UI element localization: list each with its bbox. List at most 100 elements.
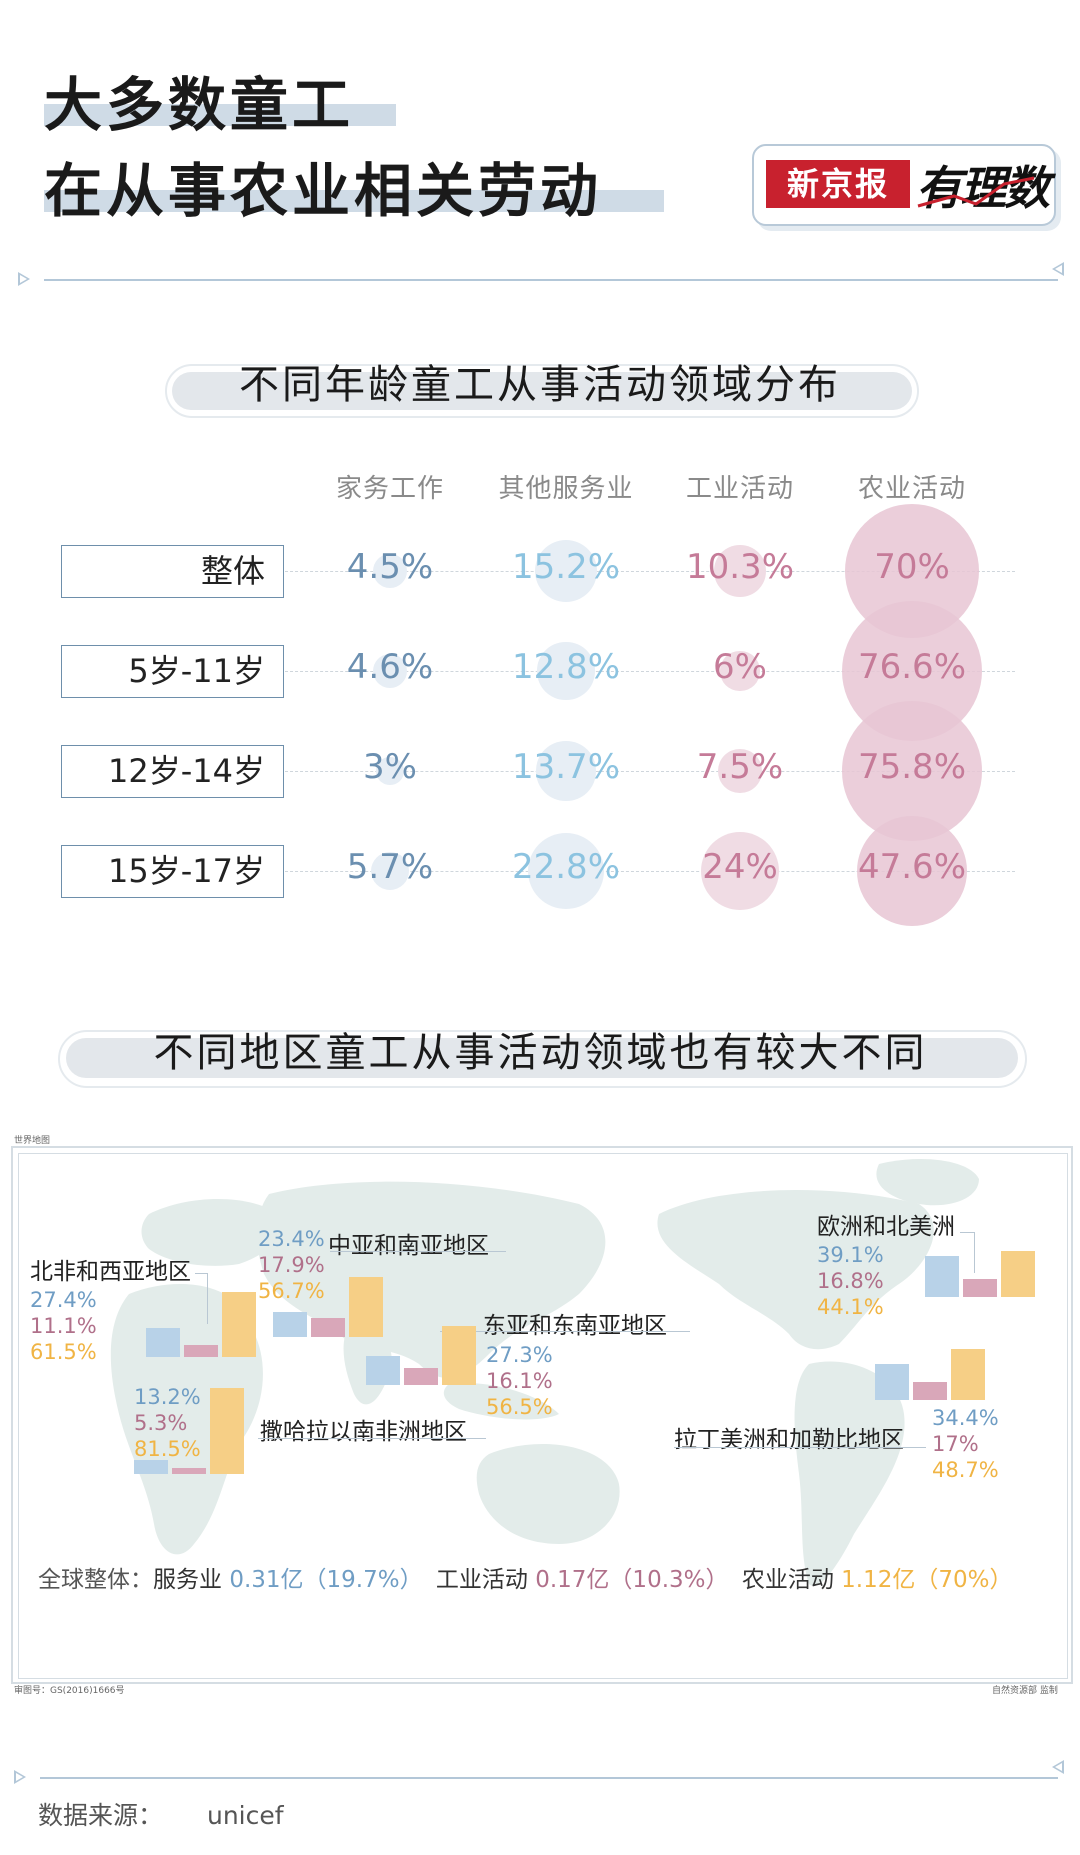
region-bar xyxy=(134,1460,168,1474)
value-bubble xyxy=(536,741,596,801)
region-name: 北非和西亚地区 xyxy=(30,1259,191,1285)
value-label: 76.6% xyxy=(857,647,966,687)
section1-title: 不同年龄童工从事活动领域分布 xyxy=(239,362,841,408)
leader-line xyxy=(258,1438,486,1440)
value-label: 24% xyxy=(702,847,778,887)
region-value: 23.4% xyxy=(258,1227,325,1251)
data-source: 数据来源： unicef xyxy=(38,1796,284,1832)
value-label: 5.7% xyxy=(346,847,434,887)
region-bar xyxy=(366,1356,400,1385)
region-value: 34.4% xyxy=(932,1406,999,1430)
global-agriculture-value: 1.12亿（70%） xyxy=(841,1567,1013,1593)
divider-line xyxy=(40,1777,1058,1779)
region-value: 13.2% xyxy=(134,1385,201,1409)
value-label: 47.6% xyxy=(857,847,966,887)
value-bubble xyxy=(534,539,598,603)
value-label: 7.5% xyxy=(696,747,784,787)
region-value: 17% xyxy=(932,1432,979,1456)
age-group-label: 整体 xyxy=(61,545,284,598)
value-label: 13.7% xyxy=(511,747,620,787)
global-summary: 全球整体：服务业 0.31亿（19.7%） 工业活动 0.17亿（10.3%） … xyxy=(38,1560,1012,1594)
region-value: 16.1% xyxy=(486,1369,553,1393)
region-bar xyxy=(210,1388,244,1474)
region-value: 27.4% xyxy=(30,1288,97,1312)
section1-header-outline xyxy=(165,364,919,418)
column-header: 农业活动 xyxy=(857,474,966,504)
region-bar xyxy=(311,1318,345,1337)
global-industry-name: 工业活动 xyxy=(435,1567,528,1593)
region-bar xyxy=(172,1468,206,1474)
section2-header-outline xyxy=(58,1030,1027,1088)
value-bubble xyxy=(720,651,760,691)
brand-logo-red: 新京报 xyxy=(766,160,910,208)
world-map-land xyxy=(110,1159,979,1586)
region-bar xyxy=(349,1277,383,1337)
region-name: 拉丁美洲和加勒比地区 xyxy=(674,1427,904,1453)
value-label: 10.3% xyxy=(685,547,794,587)
value-bubble xyxy=(376,757,404,785)
world-map xyxy=(11,1146,1073,1684)
leader-line xyxy=(195,1273,208,1324)
divider-arrow-right xyxy=(1052,1760,1064,1774)
value-label: 4.5% xyxy=(346,547,434,587)
row-guide-line xyxy=(285,671,1015,672)
leader-line xyxy=(674,1447,926,1449)
region-bar xyxy=(963,1279,997,1297)
value-label: 15.2% xyxy=(511,547,620,587)
value-label: 12.8% xyxy=(511,647,620,687)
brand-logo-script: 有理数 xyxy=(916,161,1050,215)
age-group-label: 15岁-17岁 xyxy=(61,845,284,898)
region-value: 56.7% xyxy=(258,1279,325,1303)
region-value: 56.5% xyxy=(486,1395,553,1419)
title-highlight xyxy=(44,190,664,212)
region-bar xyxy=(875,1363,909,1400)
leader-line xyxy=(960,1232,975,1273)
brand-logo: 新京报 有理数 xyxy=(752,144,1056,226)
data-source-label: 数据来源： xyxy=(38,1801,164,1830)
trend-line-icon xyxy=(917,176,1035,208)
global-agriculture-name: 农业活动 xyxy=(741,1567,834,1593)
region-bar xyxy=(222,1292,256,1357)
global-services-value: 0.31亿（19.7%） xyxy=(229,1567,423,1593)
column-header: 工业活动 xyxy=(685,474,794,504)
region-value: 17.9% xyxy=(258,1253,325,1277)
region-value: 61.5% xyxy=(30,1340,97,1364)
value-bubble xyxy=(700,831,780,911)
row-guide-line xyxy=(285,871,1015,872)
region-bar xyxy=(913,1382,947,1400)
region-bar xyxy=(404,1368,438,1385)
region-name: 欧洲和北美洲 xyxy=(817,1214,955,1240)
region-bar xyxy=(1001,1250,1035,1297)
region-value: 81.5% xyxy=(134,1437,201,1461)
age-group-label: 12岁-14岁 xyxy=(61,745,284,798)
map-label: 世界地图 xyxy=(14,1136,51,1146)
value-bubble xyxy=(718,749,762,793)
value-label: 3% xyxy=(363,747,417,787)
value-label: 4.6% xyxy=(346,647,434,687)
region-value: 44.1% xyxy=(817,1295,884,1319)
region-name: 东亚和东南亚地区 xyxy=(483,1313,667,1339)
value-bubble xyxy=(714,545,766,597)
page-title-line2: 在从事农业相关劳动 xyxy=(44,157,603,225)
section2-header-fill xyxy=(66,1038,1018,1078)
age-group-label: 5岁-11岁 xyxy=(61,645,284,698)
global-services-name: 服务业 xyxy=(153,1567,222,1593)
region-bar xyxy=(442,1325,476,1385)
region-name: 中亚和南亚地区 xyxy=(328,1233,489,1259)
value-bubble xyxy=(372,653,408,689)
value-label: 70% xyxy=(874,547,950,587)
region-value: 11.1% xyxy=(30,1314,97,1338)
region-name: 撒哈拉以南非洲地区 xyxy=(260,1419,467,1445)
region-value: 39.1% xyxy=(817,1243,884,1267)
region-value: 48.7% xyxy=(932,1458,999,1482)
column-header: 其他服务业 xyxy=(498,474,634,504)
leader-line xyxy=(440,1331,690,1333)
value-bubble xyxy=(370,851,410,891)
value-label: 75.8% xyxy=(857,747,966,787)
row-guide-line xyxy=(285,771,1015,772)
region-bar xyxy=(146,1328,180,1357)
region-bar xyxy=(951,1348,985,1400)
map-supervisor: 自然资源部 监制 xyxy=(992,1686,1058,1696)
data-source-value: unicef xyxy=(206,1801,284,1830)
divider-arrow-right xyxy=(1052,262,1064,276)
